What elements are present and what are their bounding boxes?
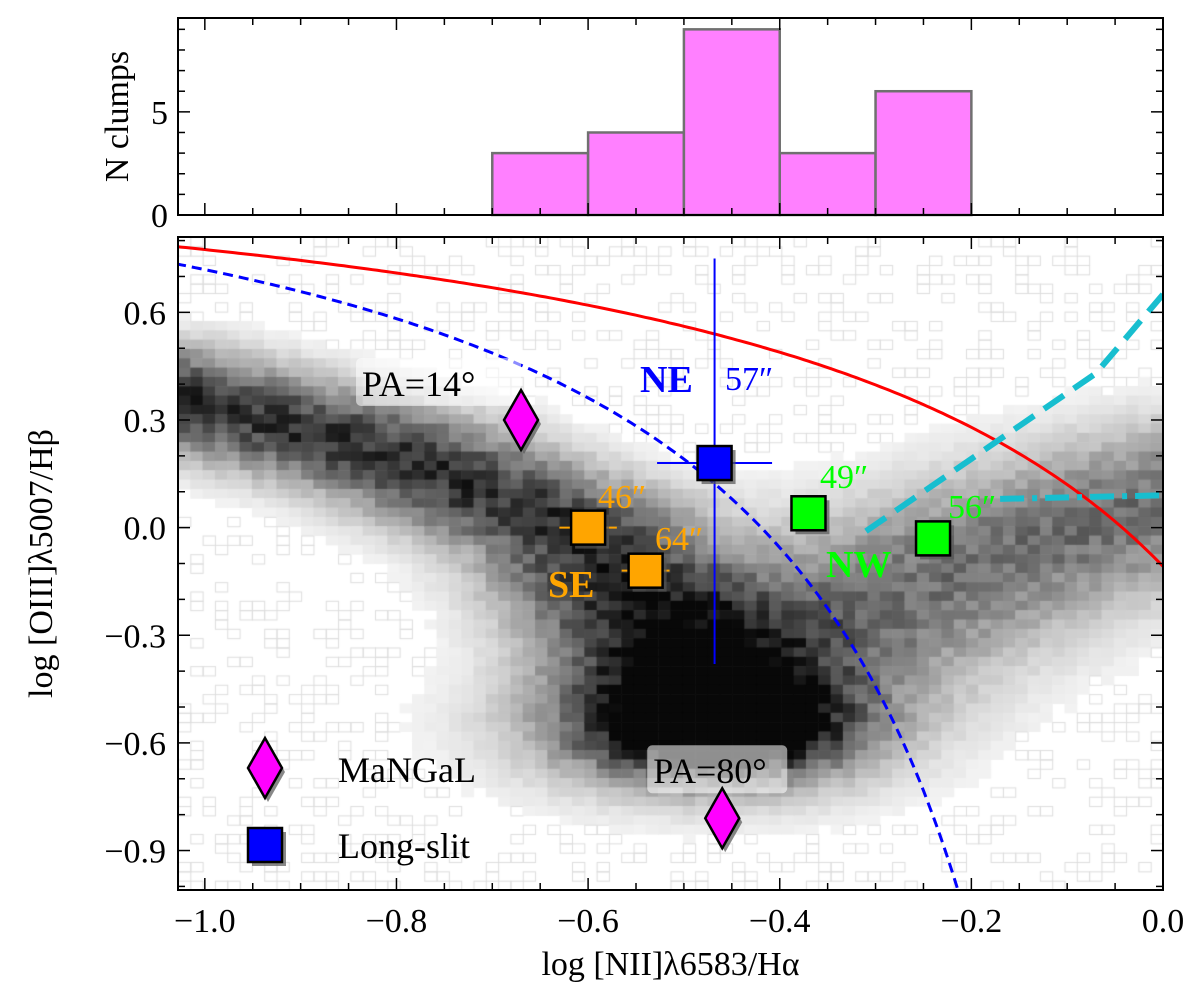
histogram-y-tick-label: 0 xyxy=(151,198,168,235)
y-tick-label: −0.3 xyxy=(104,618,166,655)
longslit-point xyxy=(569,509,607,546)
point-label: 56″ xyxy=(948,489,996,526)
y-tick-label: −0.6 xyxy=(104,726,166,763)
point-label: 57″ xyxy=(725,361,773,398)
y-tick-label: 0.0 xyxy=(124,511,167,548)
cyan-dashdot-line xyxy=(1000,492,1163,502)
longslit-point xyxy=(627,552,664,589)
point-label: 49″ xyxy=(820,459,868,496)
y-axis-label: log [OIII]λ5007/Hβ xyxy=(23,429,60,698)
histogram-frame xyxy=(177,17,1164,216)
histogram-bar xyxy=(491,151,590,217)
kauffmann-line xyxy=(178,262,960,890)
mangal-point xyxy=(703,785,741,851)
group-label: NW xyxy=(826,544,891,586)
legend-label: MaNGaL xyxy=(338,750,476,790)
x-tick-label: −1.0 xyxy=(174,903,236,940)
pa-label-box xyxy=(647,745,788,794)
y-tick-label: 0.6 xyxy=(124,295,167,332)
pa-label-box xyxy=(356,357,522,406)
cyan-dashed-line xyxy=(864,292,1163,534)
histogram-bar xyxy=(682,28,781,217)
mangal-point xyxy=(502,387,540,453)
x-tick-label: −0.6 xyxy=(557,903,619,940)
y-tick-label: −0.9 xyxy=(104,834,166,871)
histogram-y-tick-label: 5 xyxy=(151,95,168,132)
x-tick-label: 0.0 xyxy=(1142,903,1185,940)
point-label: 64″ xyxy=(655,521,703,558)
histogram-y-axis-label: N clumps xyxy=(99,51,136,182)
kewley-line xyxy=(178,245,1163,568)
longslit-point xyxy=(914,520,952,557)
group-label: NE xyxy=(640,359,693,401)
x-tick-label: −0.2 xyxy=(941,903,1003,940)
histogram-bar xyxy=(586,131,686,217)
legend-label: Long-slit xyxy=(338,826,470,866)
histogram-bar xyxy=(778,151,877,217)
x-tick-label: −0.8 xyxy=(366,903,428,940)
pa-label: PA=14° xyxy=(362,364,475,404)
longslit-point xyxy=(790,495,827,532)
histogram-bar xyxy=(874,89,973,217)
x-tick-label: −0.4 xyxy=(749,903,811,940)
longslit-point xyxy=(696,444,733,482)
point-label: 46″ xyxy=(598,479,646,516)
y-tick-label: 0.3 xyxy=(124,403,167,440)
legend-longslit-marker xyxy=(246,826,284,864)
x-axis-label: log [NII]λ6583/Hα xyxy=(541,946,799,983)
pa-label: PA=80° xyxy=(653,751,766,791)
legend-mangal-marker xyxy=(246,735,284,801)
group-label: SE xyxy=(548,564,594,606)
main-plot-area xyxy=(178,245,1163,890)
